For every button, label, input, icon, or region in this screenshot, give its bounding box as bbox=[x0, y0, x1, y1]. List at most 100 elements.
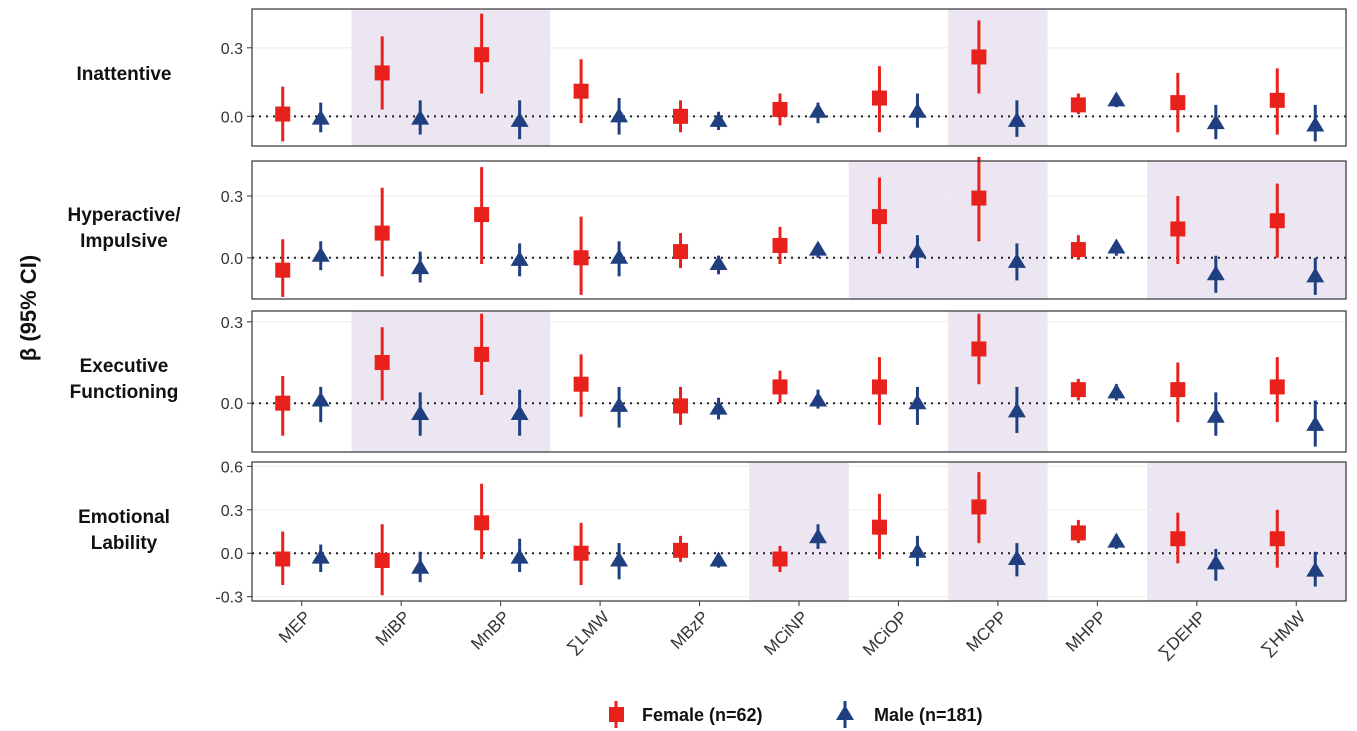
x-tick-label-lmw: ∑LMW bbox=[563, 607, 613, 657]
male-point-mcinp bbox=[809, 240, 827, 256]
highlight-band-mcinp bbox=[749, 462, 849, 601]
male-point-hmw bbox=[1306, 561, 1325, 577]
male-point-mnbp bbox=[510, 111, 529, 127]
female-point-lmw bbox=[573, 545, 589, 561]
panel-label: Hyperactive/ bbox=[67, 205, 181, 226]
female-point-dehp bbox=[1170, 531, 1186, 547]
y-tick-label: 0.0 bbox=[221, 396, 243, 413]
male-point-mhpp bbox=[1107, 383, 1126, 399]
female-point-mhpp bbox=[1070, 525, 1086, 541]
x-tick-label-mcpp: MCPP bbox=[963, 607, 1011, 655]
female-point-hmw bbox=[1269, 379, 1285, 395]
male-point-mep bbox=[311, 246, 330, 262]
highlight-band-mnbp bbox=[450, 9, 551, 146]
panel-label: Impulsive bbox=[80, 231, 168, 252]
female-point-mcpp bbox=[971, 49, 987, 65]
male-point-dehp bbox=[1206, 554, 1225, 570]
male-point-hmw bbox=[1306, 116, 1325, 132]
legend: Female (n=62) Male (n=181) bbox=[609, 701, 983, 728]
female-point-mibp bbox=[374, 225, 390, 241]
x-tick-label-dehp: ∑DEHP bbox=[1154, 607, 1209, 662]
female-point-mcinp bbox=[772, 101, 788, 117]
y-tick-label: 0.0 bbox=[221, 546, 243, 563]
female-point-mbzp bbox=[673, 398, 689, 414]
female-point-mciop bbox=[871, 209, 887, 225]
highlight-band-dehp bbox=[1147, 161, 1247, 299]
highlight-band-mibp bbox=[351, 311, 451, 452]
female-point-mnbp bbox=[474, 47, 490, 63]
female-point-hmw bbox=[1269, 92, 1285, 108]
panel-2: 0.0 0.3 Hyperactive/Impulsive bbox=[67, 156, 1347, 300]
male-point-mbzp bbox=[709, 399, 728, 415]
male-point-mcpp bbox=[1007, 111, 1026, 127]
highlight-band-hmw bbox=[1246, 462, 1346, 601]
female-point-lmw bbox=[573, 376, 589, 392]
panel-label: Inattentive bbox=[76, 64, 171, 85]
highlight-band-mcpp bbox=[948, 9, 1048, 146]
y-tick-label: 0.0 bbox=[221, 109, 243, 126]
male-point-mcpp bbox=[1007, 402, 1026, 418]
panel-1: 0.0 0.3 Inattentive bbox=[76, 8, 1347, 147]
female-point-mcpp bbox=[971, 499, 987, 515]
legend-female-label: Female (n=62) bbox=[642, 705, 763, 725]
female-point-mcinp bbox=[772, 237, 788, 253]
female-point-mnbp bbox=[474, 346, 490, 362]
male-point-mnbp bbox=[510, 405, 529, 421]
y-tick-label: 0.3 bbox=[221, 41, 243, 58]
y-tick-label: 0.0 bbox=[221, 251, 243, 268]
x-tick-label-mciop: MCiOP bbox=[859, 607, 911, 659]
female-point-mnbp bbox=[474, 207, 490, 223]
female-point-hmw bbox=[1269, 213, 1285, 229]
male-point-mciop bbox=[908, 394, 927, 410]
female-point-dehp bbox=[1170, 95, 1186, 111]
male-point-mciop bbox=[908, 242, 927, 258]
x-tick-label-mhpp: MHPP bbox=[1062, 607, 1110, 655]
x-tick-label-mbzp: MBzP bbox=[667, 607, 712, 652]
female-point-dehp bbox=[1170, 382, 1186, 398]
panel-3: 0.0 0.3 Executive Functioning bbox=[70, 310, 1347, 453]
legend-male-label: Male (n=181) bbox=[874, 705, 983, 725]
male-point-mhpp bbox=[1107, 238, 1126, 254]
x-tick-label-mibp: MiBP bbox=[372, 607, 414, 649]
male-point-mep bbox=[311, 109, 330, 125]
female-point-mibp bbox=[374, 552, 390, 568]
female-point-mnbp bbox=[474, 515, 490, 531]
male-point-hmw bbox=[1306, 267, 1325, 283]
male-point-lmw bbox=[610, 551, 629, 567]
female-point-dehp bbox=[1170, 221, 1186, 237]
highlight-band-mibp bbox=[351, 9, 451, 146]
male-point-mep bbox=[311, 391, 330, 407]
male-point-lmw bbox=[610, 396, 629, 412]
male-point-mciop bbox=[908, 542, 927, 558]
highlight-band-mcpp bbox=[948, 161, 1048, 299]
y-tick-label: 0.3 bbox=[221, 503, 243, 520]
male-point-mnbp bbox=[510, 250, 529, 266]
female-point-mciop bbox=[871, 90, 887, 106]
female-point-mep bbox=[275, 395, 291, 411]
highlight-band-mciop bbox=[848, 161, 949, 299]
highlight-band-mcpp bbox=[948, 462, 1048, 601]
highlight-band-mcpp bbox=[948, 311, 1048, 452]
y-tick-label: -0.3 bbox=[215, 590, 243, 607]
panels: 0.0 0.3 Inattentive 0.0 0.3 Hyperactive/Impul… bbox=[67, 8, 1347, 607]
panel-border bbox=[251, 310, 1347, 453]
panel-border bbox=[251, 160, 1347, 300]
male-point-lmw bbox=[610, 107, 629, 123]
legend-male-swatch bbox=[836, 705, 854, 720]
male-point-mcpp bbox=[1007, 252, 1026, 268]
male-point-mibp bbox=[411, 558, 430, 574]
male-point-mciop bbox=[908, 102, 927, 118]
male-point-mcinp bbox=[809, 102, 827, 118]
highlight-band-mnbp bbox=[450, 311, 551, 452]
male-point-mhpp bbox=[1107, 532, 1126, 548]
male-point-dehp bbox=[1206, 407, 1225, 423]
male-point-mcinp bbox=[809, 528, 827, 544]
female-point-mcinp bbox=[772, 379, 788, 395]
female-point-mcinp bbox=[772, 551, 788, 567]
female-point-mbzp bbox=[673, 244, 689, 260]
male-point-mbzp bbox=[709, 254, 728, 270]
female-point-mibp bbox=[374, 355, 390, 371]
panel-border bbox=[251, 8, 1347, 147]
panel-label: Functioning bbox=[70, 382, 179, 403]
